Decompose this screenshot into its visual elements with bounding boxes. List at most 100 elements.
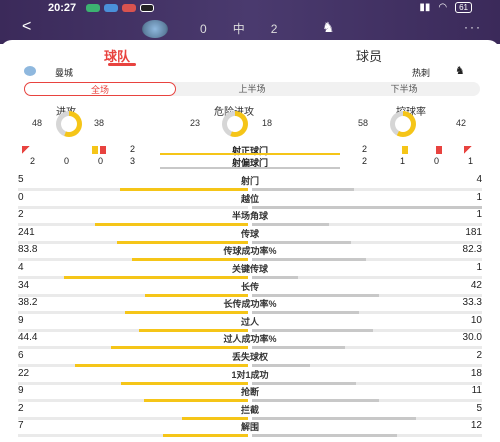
tiktok-icon bbox=[140, 4, 154, 12]
home-bar-track bbox=[18, 276, 248, 279]
away-value: 1 bbox=[400, 156, 406, 166]
home-bar-track bbox=[18, 188, 248, 191]
away-value: 1 bbox=[476, 191, 482, 203]
stat-row: 241 传球 181 bbox=[0, 227, 500, 249]
away-team-logo: ♞ bbox=[322, 19, 335, 35]
shots-on-target-row: 2 射正球门 2 bbox=[0, 144, 500, 158]
corner-flag-icon bbox=[464, 146, 472, 154]
home-bar-fill bbox=[163, 434, 248, 438]
wechat-icon bbox=[86, 4, 100, 12]
match-header: 20:27 ▮▮ ◠ 61 < 0中2 ♞ ··· bbox=[0, 0, 500, 44]
away-bar-fill bbox=[252, 240, 351, 244]
home-bar-fill bbox=[125, 311, 248, 315]
home-bar-track bbox=[18, 346, 248, 350]
segment-first-half[interactable]: 上半场 bbox=[238, 84, 266, 94]
home-team-logo bbox=[142, 20, 168, 38]
away-bar-fill bbox=[252, 381, 356, 385]
battery-icon: 61 bbox=[455, 2, 472, 13]
score-home: 0 bbox=[200, 22, 233, 36]
home-value: 4 bbox=[18, 262, 24, 273]
away-bar-fill bbox=[252, 293, 379, 297]
period-segment: 全场 上半场 下半场 bbox=[24, 82, 480, 96]
stat-row: 38.2 长传成功率% 33.3 bbox=[0, 297, 500, 319]
donut-away-value: 42 bbox=[456, 118, 467, 128]
home-bar-fill bbox=[75, 364, 248, 367]
stat-label: 射门 bbox=[240, 176, 259, 186]
home-value: 2 bbox=[18, 402, 24, 414]
stats-card bbox=[0, 40, 500, 440]
stat-row: 2 半场角球 1 bbox=[0, 209, 500, 231]
away-bar-track bbox=[252, 223, 482, 227]
stat-row: 7 解围 12 bbox=[0, 420, 500, 442]
stat-label: 1对1成功 bbox=[231, 369, 269, 380]
away-value: 18 bbox=[470, 367, 482, 379]
away-bar-track bbox=[252, 276, 482, 279]
stat-label: 抢断 bbox=[240, 387, 259, 398]
stat-label: 拦截 bbox=[240, 404, 259, 415]
away-value: 1 bbox=[476, 262, 482, 273]
signal-icon: ▮▮ bbox=[419, 2, 431, 13]
segment-second-half[interactable]: 下半场 bbox=[390, 84, 418, 94]
stat-label: 过人 bbox=[240, 316, 259, 327]
segment-full[interactable]: 全场 bbox=[24, 82, 176, 96]
home-bar-track bbox=[18, 416, 248, 420]
teams-row: 曼城 热刺 ♞ bbox=[0, 64, 500, 78]
away-team-logo: ♞ bbox=[455, 65, 465, 77]
home-bar-fill bbox=[64, 276, 248, 279]
stat-label: 丢失球权 bbox=[231, 352, 268, 362]
stat-label: 长传成功率% bbox=[223, 299, 277, 310]
home-bar-track bbox=[18, 399, 248, 403]
nav-row: < 0中2 ♞ ··· bbox=[0, 18, 500, 40]
away-bar-fill bbox=[252, 205, 482, 209]
tab-player[interactable]: 球员 bbox=[356, 49, 383, 64]
away-value: 2 bbox=[362, 156, 368, 166]
home-value: 83.8 bbox=[18, 244, 38, 256]
stat-row: 44.4 过人成功率% 30.0 bbox=[0, 332, 500, 354]
home-value: 2 bbox=[18, 209, 24, 221]
home-value: 0 bbox=[18, 191, 24, 203]
stat-row: 2 拦截 5 bbox=[0, 403, 500, 425]
back-icon[interactable]: < bbox=[22, 18, 32, 35]
away-bar-fill bbox=[252, 188, 354, 191]
home-team-name: 曼城 bbox=[55, 68, 74, 78]
tab-team[interactable]: 球队 bbox=[104, 49, 131, 64]
away-value: 10 bbox=[470, 314, 482, 326]
stat-row: 22 1对1成功 18 bbox=[0, 368, 500, 390]
home-value: 9 bbox=[18, 385, 24, 397]
home-value: 34 bbox=[18, 279, 30, 291]
away-value: 30.0 bbox=[462, 332, 482, 344]
away-value: 2 bbox=[476, 350, 482, 361]
dangerous-attack-donut bbox=[222, 111, 248, 137]
home-bar-track bbox=[18, 293, 248, 297]
away-value: 1 bbox=[468, 156, 474, 166]
corner-flag-icon bbox=[22, 146, 30, 154]
home-value: 2 bbox=[130, 144, 136, 154]
stat-label: 关键传球 bbox=[231, 264, 268, 274]
off-target-bar bbox=[160, 167, 340, 169]
more-icon[interactable]: ··· bbox=[464, 20, 482, 34]
away-team-name: 热刺 bbox=[412, 68, 431, 78]
status-time: 20:27 bbox=[48, 2, 77, 14]
home-value: 2 bbox=[30, 156, 36, 166]
donut-home-value: 23 bbox=[190, 118, 201, 128]
home-value: 5 bbox=[18, 174, 24, 185]
home-bar-track bbox=[18, 311, 248, 315]
away-bar-fill bbox=[252, 346, 345, 350]
home-bar-fill bbox=[120, 188, 248, 191]
away-bar-fill bbox=[252, 311, 359, 315]
donut-away-value: 38 bbox=[94, 118, 105, 128]
away-bar-fill bbox=[252, 276, 298, 279]
notification-icons bbox=[86, 4, 154, 12]
away-value: 42 bbox=[470, 279, 482, 291]
attack-donut bbox=[56, 111, 82, 137]
stat-label: 越位 bbox=[240, 193, 259, 204]
home-bar-track bbox=[18, 240, 248, 244]
home-bar-track bbox=[18, 381, 248, 385]
home-bar-fill bbox=[139, 328, 248, 332]
stat-row: 5 射门 4 bbox=[0, 174, 500, 196]
home-bar-fill bbox=[111, 346, 248, 350]
tab-active-indicator bbox=[108, 63, 136, 66]
yellow-card-icon bbox=[92, 146, 98, 154]
away-bar-fill bbox=[252, 223, 329, 227]
match-status: 中 bbox=[232, 22, 271, 36]
